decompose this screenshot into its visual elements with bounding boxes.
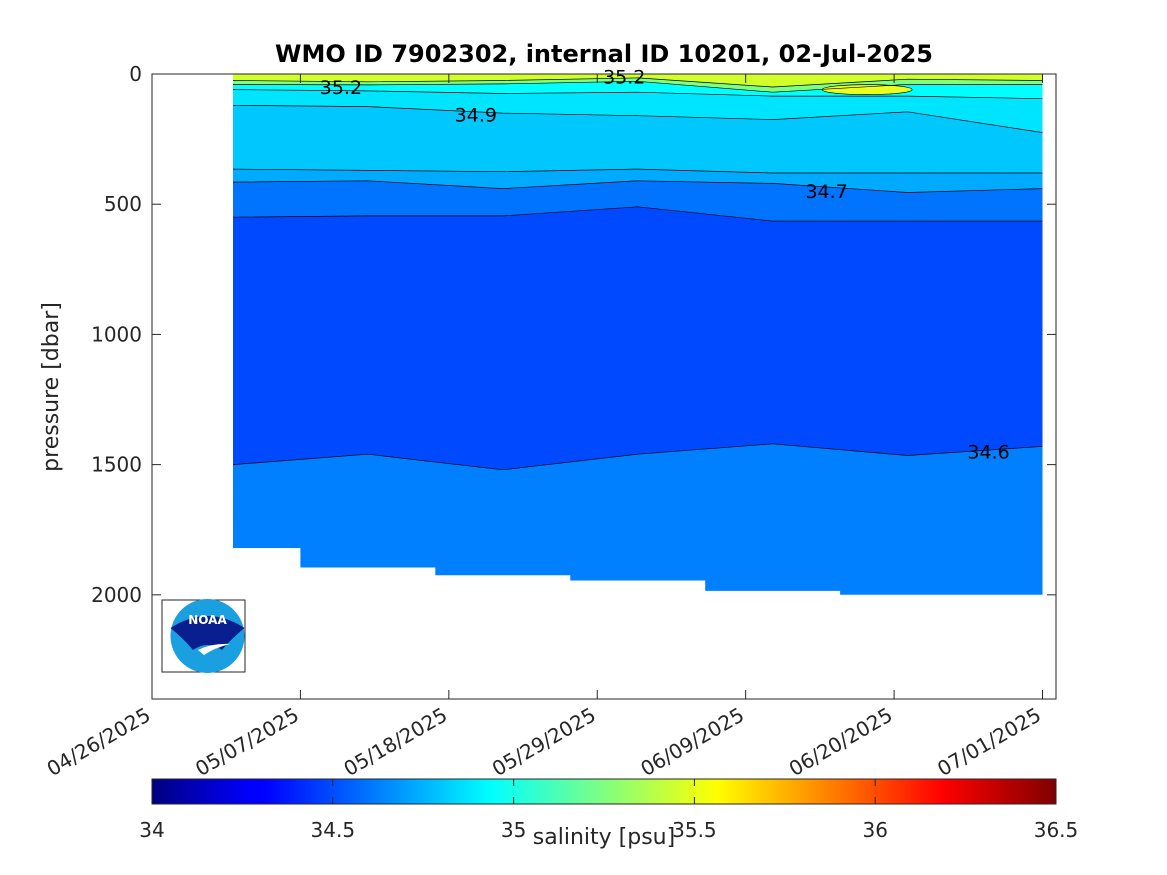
salinity-band (233, 81, 1043, 99)
x-tick-label: 05/18/2025 (339, 703, 451, 781)
y-tick-label: 1000 (91, 322, 142, 346)
contour-label: 34.7 (805, 181, 847, 203)
salinity-band (233, 206, 1043, 470)
contour-label: 35.2 (603, 67, 645, 89)
x-tick-label: 05/29/2025 (488, 703, 600, 781)
salinity-band (233, 105, 1043, 173)
colorbar-tick-label: 36.5 (1034, 818, 1079, 842)
salinity-band (233, 180, 1043, 222)
contour-labels: 35.2 35.2 34.9 34.7 34.6 (320, 67, 1010, 464)
y-tick-label: 500 (104, 192, 142, 216)
colorbar-ticks: 34 34.5 35 35.5 36 36.5 (139, 779, 1078, 842)
noaa-logo-bird (170, 616, 245, 650)
salinity-band (233, 89, 1043, 133)
contour-line (232, 89, 1043, 100)
contour-line (232, 180, 1043, 193)
colorbar-label: salinity [psu] (533, 825, 675, 850)
contour-label: 34.6 (967, 442, 1009, 464)
x-tick-label: 06/09/2025 (636, 703, 748, 781)
y-axis-ticks: 0 500 1000 1500 2000 (91, 62, 1056, 607)
colorbar (151, 778, 1057, 805)
contour-label: 35.2 (320, 77, 362, 99)
y-tick-label: 1500 (91, 453, 142, 477)
x-tick-label: 07/01/2025 (933, 703, 1045, 781)
noaa-logo-text: NOAA (188, 613, 227, 627)
contour-lines (232, 77, 1043, 471)
contour-line (232, 80, 1043, 93)
salinity-bands (232, 74, 1043, 595)
contour-label: 34.9 (455, 104, 497, 126)
y-tick-label: 0 (129, 62, 142, 86)
noaa-logo: NOAA (161, 599, 246, 673)
contour-line (232, 77, 1043, 88)
colorbar-tick-label: 34 (139, 818, 164, 842)
y-axis-label: pressure [dbar] (39, 302, 64, 472)
x-tick-label: 04/26/2025 (43, 703, 155, 781)
contour-line (232, 104, 1043, 133)
salinity-band (233, 74, 1043, 87)
colorbar-tick-label: 34.5 (311, 818, 356, 842)
plot-frame (151, 73, 1057, 700)
saline-lens (821, 84, 913, 95)
contour-line (232, 443, 1043, 471)
salinity-band (232, 443, 1043, 595)
colorbar-tick-label: 35 (501, 818, 526, 842)
x-tick-label: 06/20/2025 (785, 703, 897, 781)
colorbar-tick-label: 36 (862, 818, 887, 842)
contour-line (232, 168, 1043, 174)
colorbar-tick-label: 35.5 (672, 818, 717, 842)
contour-line (232, 206, 1043, 222)
y-tick-label: 2000 (91, 583, 142, 607)
x-tick-label: 05/07/2025 (191, 703, 303, 781)
chart-title: WMO ID 7902302, internal ID 10201, 02-Ju… (275, 40, 933, 68)
